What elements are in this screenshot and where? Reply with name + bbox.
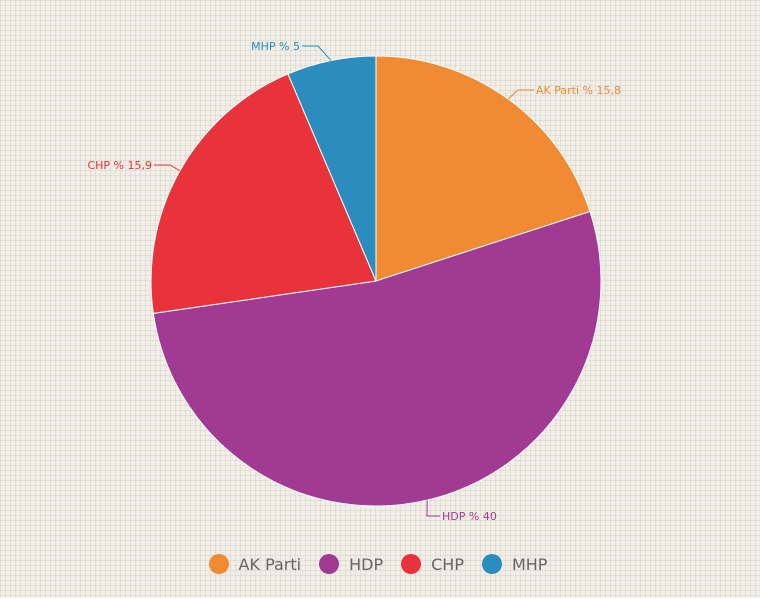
legend-item-chp[interactable]: CHP xyxy=(401,554,464,574)
legend-marker-hdp xyxy=(319,554,340,574)
legend-item-hdp[interactable]: HDP xyxy=(319,554,383,574)
pie-slice-mhp[interactable] xyxy=(287,55,377,282)
pie-slice-ak-parti[interactable] xyxy=(375,55,591,282)
legend-marker-ak-parti xyxy=(208,554,229,574)
chart-legend: AK Parti HDP CHP MHP xyxy=(0,554,760,574)
slice-label-mhp: MHP % 5 xyxy=(251,40,300,53)
pie-slices xyxy=(150,55,602,507)
pie-slice-hdp[interactable] xyxy=(152,210,602,507)
legend-label-ak-parti: AK Parti xyxy=(238,554,302,574)
legend-label-chp: CHP xyxy=(431,554,464,574)
leader-line-hdp xyxy=(426,500,440,517)
slice-labels: AK Parti % 15,8 HDP % 40 CHP % 15,9 MHP % 5 xyxy=(87,40,620,523)
legend-item-ak-parti[interactable]: AK Parti xyxy=(208,554,302,574)
slice-label-chp: CHP % 15,9 xyxy=(87,159,152,172)
legend-label-hdp: HDP xyxy=(349,554,384,574)
legend-label-mhp: MHP xyxy=(511,554,548,574)
leader-line-mhp xyxy=(302,45,332,61)
legend-item-mhp[interactable]: MHP xyxy=(481,554,548,574)
slice-label-ak-parti: AK Parti % 15,8 xyxy=(536,84,621,97)
legend-marker-chp xyxy=(401,554,422,574)
leader-line-chp xyxy=(154,164,181,172)
leader-line-ak-parti xyxy=(507,89,534,100)
legend-marker-mhp xyxy=(481,554,502,574)
slice-label-hdp: HDP % 40 xyxy=(442,510,497,523)
